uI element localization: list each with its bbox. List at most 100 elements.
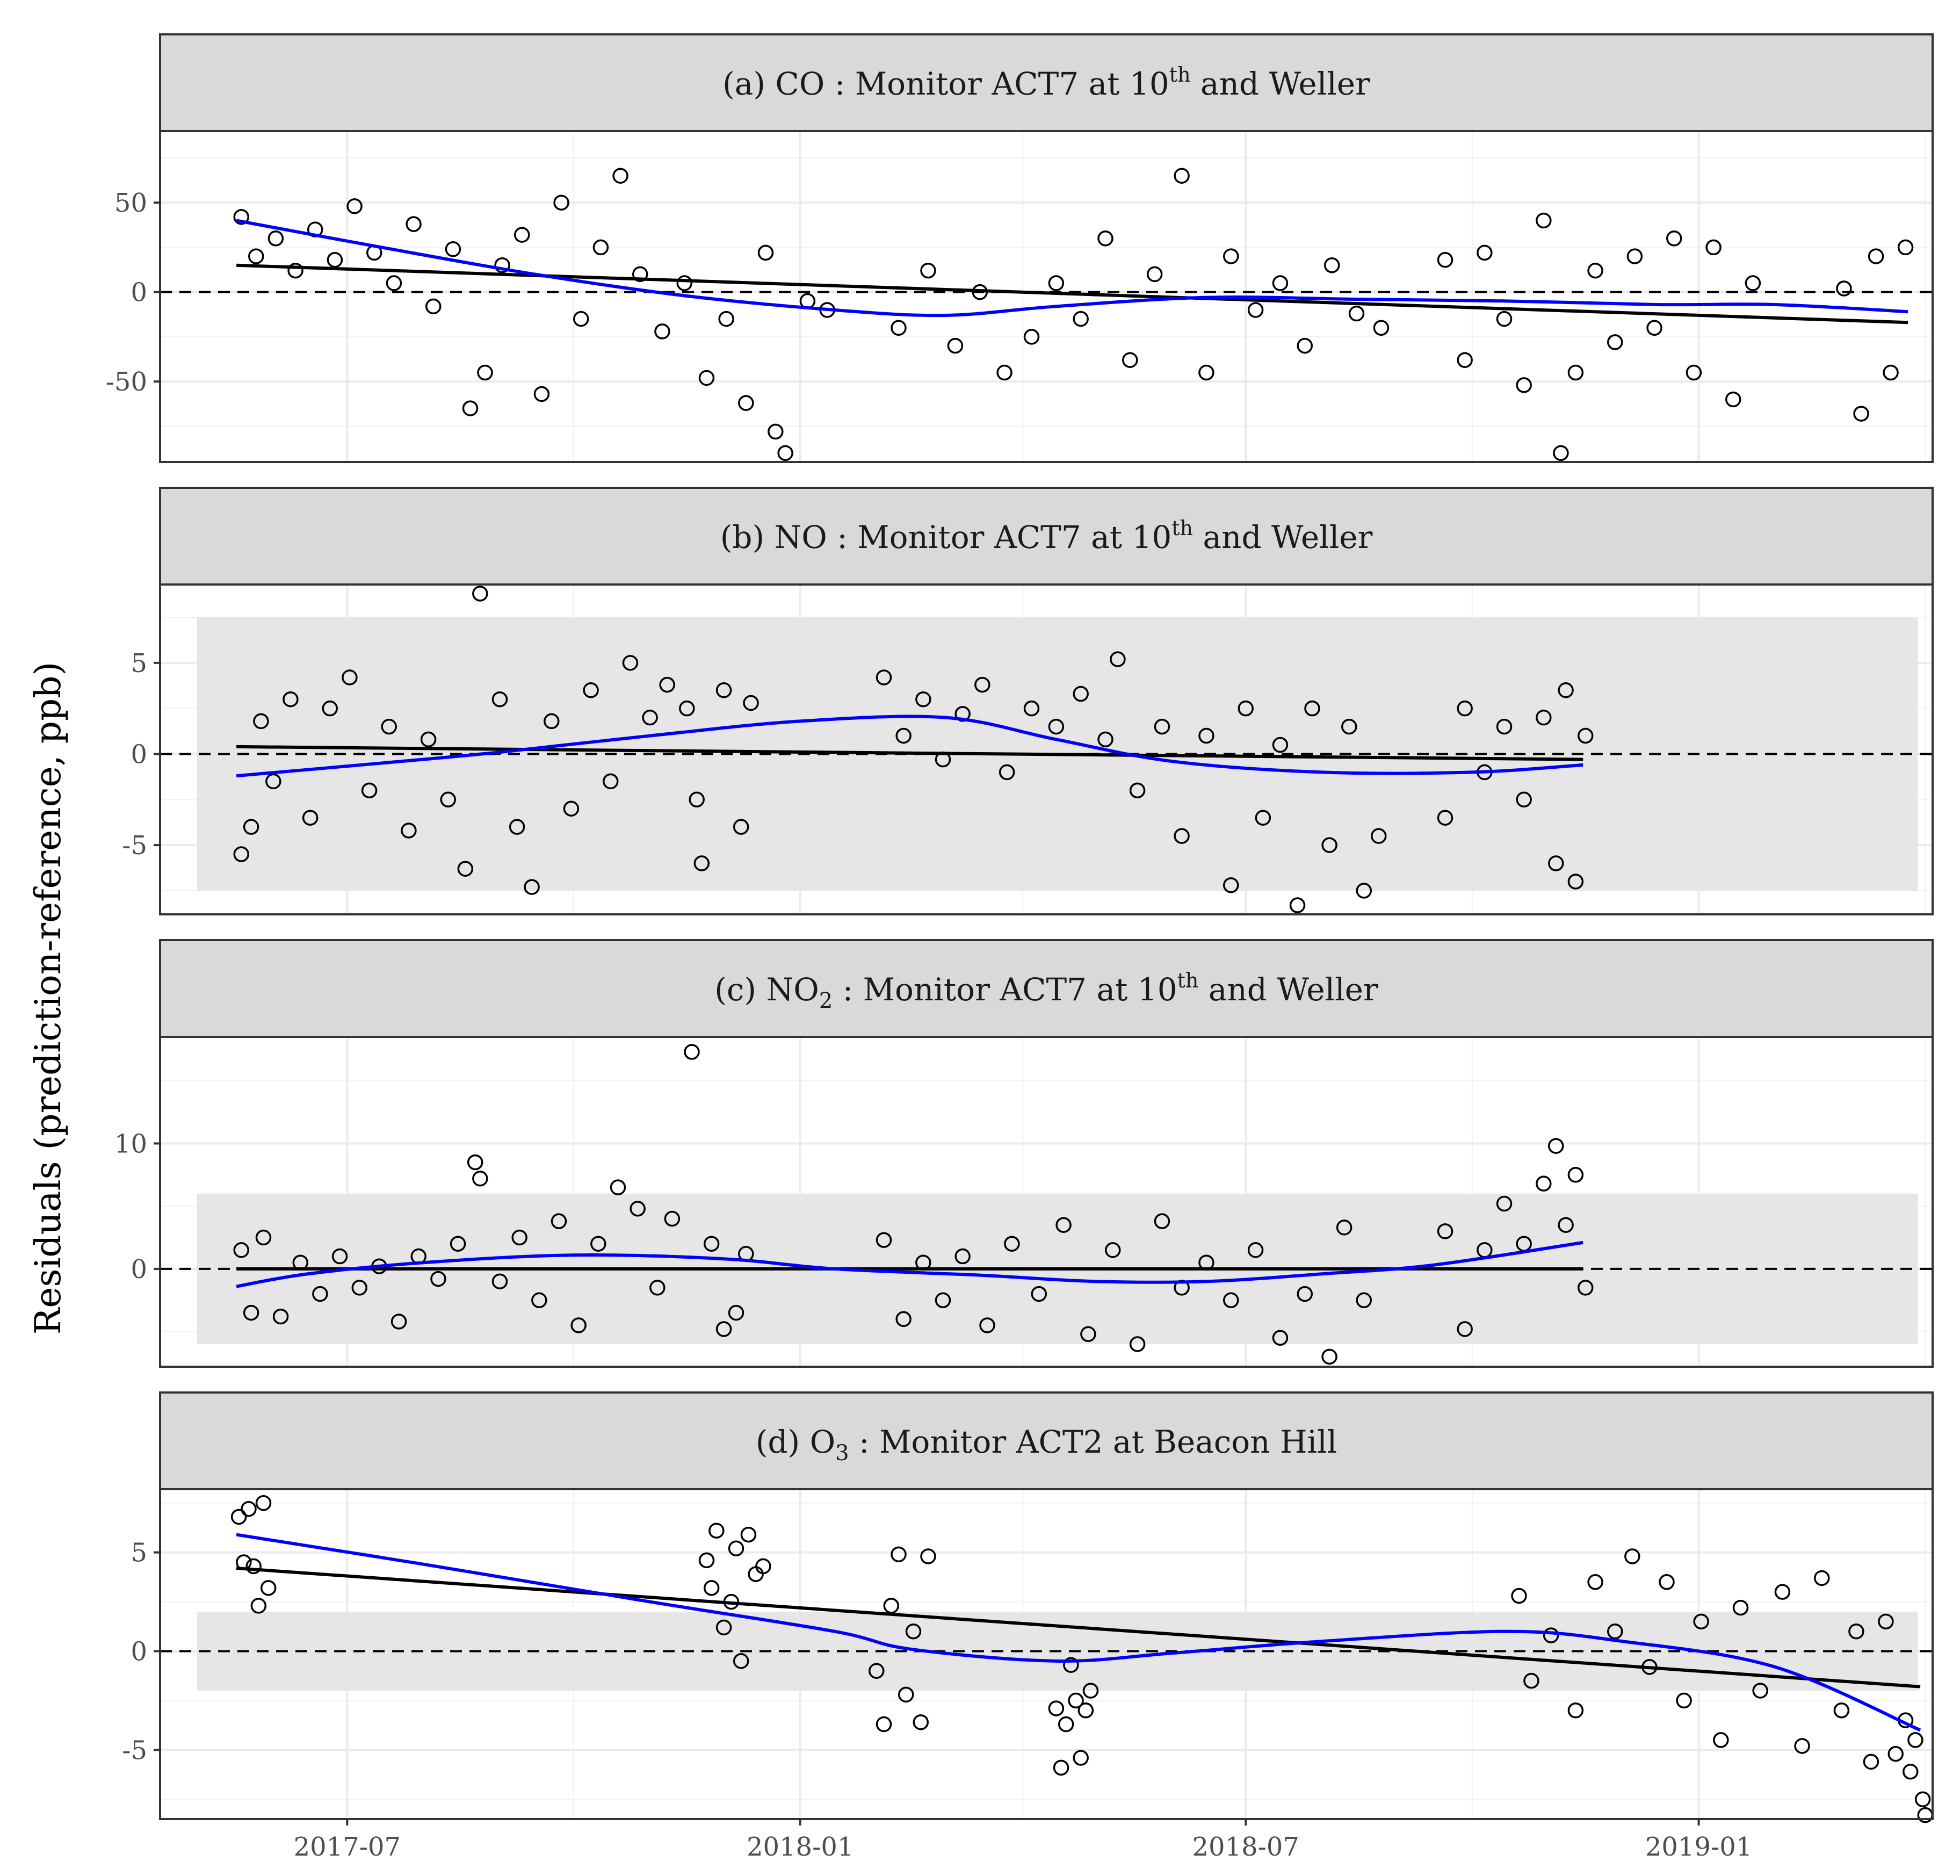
panel-b-data-point [1289,897,1306,913]
panel-b-data-point [1110,651,1126,667]
panel-d-data-point [1607,1623,1623,1640]
panel-a-data-point [1097,230,1113,247]
panel-a-data-point [698,370,715,386]
panel-b-data-point [659,676,675,693]
panel-b-data-point [1457,700,1473,717]
panel-c-data-point [1558,1217,1574,1233]
panel-c-title: (c) NO2 : Monitor ACT7 at 10th and Welle… [714,969,1378,1013]
panel-b-data-point [1073,686,1089,702]
panel-d-data-point [1732,1599,1749,1616]
panel-a-data-point [1725,391,1741,408]
panel-b-data-point [491,691,508,708]
panel-a-data-point [1457,352,1473,368]
panel-a-data-point [477,364,493,381]
panel-d-data-point [708,1523,725,1539]
panel-d-data-point [1676,1692,1692,1709]
panel-a-data-point [327,251,343,268]
panel-d-data-point [1624,1548,1640,1564]
panel-b-data-point [622,655,639,671]
panel-a-data-point [718,311,734,327]
panel-d-trend-line [236,1567,1921,1689]
panel-a-data-point [533,386,550,402]
panel-a-data-point [768,423,784,440]
panel-d-data-point [1887,1745,1904,1762]
panel-b-data-point [1154,718,1170,735]
panel-a-data-point [1836,280,1852,297]
panel-c-data-point [1055,1217,1072,1233]
panel-c-data-point [895,1311,912,1327]
panel-c-data-point [511,1229,527,1246]
panel-a-data-point [406,216,422,232]
x-axis-tick-label: 2018-07 [1192,1832,1299,1862]
panel-b-data-point [1341,718,1357,735]
panel-c-data-point [684,1044,700,1060]
panel-d-data-point [876,1716,892,1733]
panel-c-data-point [1457,1321,1473,1337]
panel-c-data-point [1247,1242,1264,1258]
panel-a-data-point [346,198,363,214]
panel-c-data-point [1031,1286,1047,1302]
x-axis-tick-label: 2018-01 [747,1832,854,1862]
panel-a-data-point [1883,364,1899,381]
panel-a-data-point [676,275,692,291]
panel-b-data-point [1272,737,1289,753]
panel-c-data-point [1336,1220,1353,1236]
panel-a-data-point [1272,275,1289,291]
panel-c-data-point [935,1292,951,1309]
panel-b-data-point [1567,874,1584,890]
x-axis-tick-label: 2017-07 [294,1832,401,1862]
panel-c-y-tick-label: 0 [131,1254,147,1285]
panel-c-data-point [430,1271,446,1287]
panel-d-data-point [1511,1588,1527,1604]
panel-a-background [160,131,1933,462]
panel-c-data-point [255,1229,272,1246]
panel-a-data-point [386,275,402,291]
panel-b-data-point [243,819,259,835]
panel-a-data-point [1516,377,1532,393]
panel-a-data-point [267,230,284,247]
panel-b-data-point [1097,731,1113,748]
panel-d-data-point [1848,1623,1864,1640]
panel-d-o3: (d) O3 : Monitor ACT2 at Beacon Hill -5 0… [122,1391,1934,1823]
panel-b-data-point [1023,700,1040,717]
panel-c-data-point [703,1236,720,1252]
panel-a-data-point [1373,320,1390,336]
panel-c-data-point [728,1304,744,1321]
panel-a-smooth-curve [236,219,1908,318]
panel-a-data-point [1868,248,1884,264]
panel-a-co: (a) CO : Monitor ACT7 at 10th and Weller… [106,33,1934,463]
panel-a-data-point [920,262,936,279]
panel-b-data-point [544,713,560,730]
panel-b-plot-area: -5 0 5 [122,583,1934,915]
panel-a-data-point [573,311,589,327]
panel-b-data-point [472,586,488,602]
panel-a-data-point [1686,364,1702,381]
panel-a-data-point [1122,352,1138,368]
panel-b-data-point [342,669,358,686]
panel-a-data-point [632,266,648,283]
panel-b-y-tick-label: 5 [131,648,147,679]
panel-b-data-point [401,822,417,839]
panel-a-data-point [1567,364,1584,381]
panel-d-data-point [1752,1683,1768,1699]
panel-b-data-point [440,791,456,808]
panel-a-data-point [1666,230,1682,247]
panel-a-data-point [445,241,461,257]
panel-c-data-point [1496,1195,1513,1212]
panel-b-data-point [283,691,299,708]
panel-c-data-point [331,1248,348,1265]
panel-b-data-point [1578,727,1594,744]
panel-a-trend-line [236,263,1908,324]
panel-c-data-point [1567,1167,1584,1183]
panel-b-smooth-curve [236,715,1583,778]
panel-b-data-point [999,764,1015,781]
panel-b-data-point [457,861,474,877]
panel-d-data-point [755,1558,771,1575]
panel-a-data-point [654,323,670,340]
panel-a-data-point [996,364,1012,381]
panel-d-data-point [1073,1750,1089,1766]
panel-d-data-point [703,1580,720,1596]
panel-b-data-point [253,713,269,730]
panel-a-data-point [1174,168,1190,184]
panel-c-data-point [570,1317,587,1333]
